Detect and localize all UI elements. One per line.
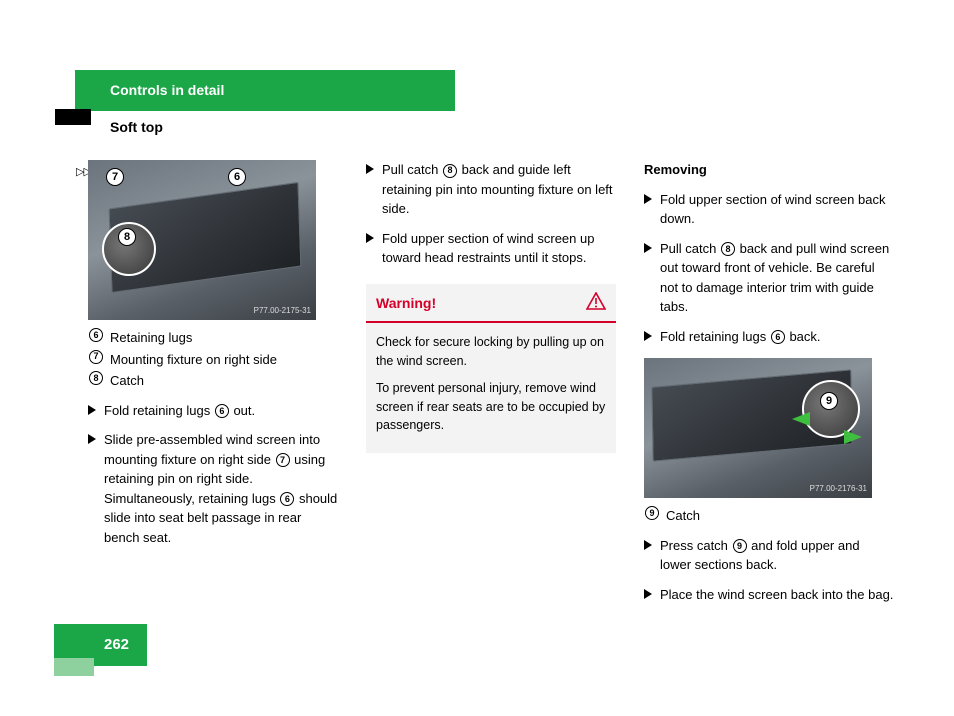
step-text: Fold retaining lugs 6 back. <box>660 327 894 347</box>
step-text: Fold upper section of wind screen up tow… <box>382 229 616 268</box>
warning-text-2: To prevent personal injury, remove wind … <box>376 379 606 435</box>
step-text: Slide pre-assembled wind screen into mou… <box>104 430 338 547</box>
step-text: Pull catch 8 back and pull wind screen o… <box>660 239 894 317</box>
callout-9: 9 <box>820 392 838 410</box>
step-text: Fold upper section of wind screen back d… <box>660 190 894 229</box>
bullet-icon <box>644 194 652 204</box>
page-footer: 262 <box>54 624 147 667</box>
page-header: Controls in detail Soft top <box>75 70 455 138</box>
step-text: Press catch 9 and fold upper and lower s… <box>660 536 894 575</box>
arrow-icon <box>792 412 810 426</box>
instruction-step: Fold retaining lugs 6 out. <box>88 401 338 421</box>
warning-text-1: Check for secure locking by pulling up o… <box>376 333 606 371</box>
callout-8: 8 <box>118 228 136 246</box>
bullet-icon <box>366 164 374 174</box>
legend-text: Catch <box>110 371 144 391</box>
figure-code-2: P77.00-2176-31 <box>810 483 867 495</box>
footer-accent <box>54 658 94 676</box>
warning-body: Check for secure locking by pulling up o… <box>366 323 616 453</box>
section-subtitle: Soft top <box>110 117 455 138</box>
black-tab <box>55 109 91 125</box>
instruction-step: Fold retaining lugs 6 back. <box>644 327 894 347</box>
legend-item: 9 Catch <box>644 506 894 526</box>
instruction-step: Pull catch 8 back and guide left retaini… <box>366 160 616 219</box>
figure-2: 9 P77.00-2176-31 <box>644 358 872 498</box>
step-text: Place the wind screen back into the bag. <box>660 585 894 605</box>
instruction-step: Place the wind screen back into the bag. <box>644 585 894 605</box>
instruction-step: Pull catch 8 back and pull wind screen o… <box>644 239 894 317</box>
callout-6: 6 <box>228 168 246 186</box>
column-3: Removing Fold upper section of wind scre… <box>644 160 894 604</box>
legend-text: Catch <box>666 506 700 526</box>
arrow-icon <box>844 430 862 444</box>
step-text: Fold retaining lugs 6 out. <box>104 401 338 421</box>
bullet-icon <box>88 434 96 444</box>
legend-num: 9 <box>645 506 659 520</box>
legend-item: 7 Mounting fixture on right side <box>88 350 338 370</box>
chapter-title: Controls in detail <box>75 70 455 111</box>
warning-icon <box>586 292 606 316</box>
removing-heading: Removing <box>644 160 894 180</box>
legend-num: 6 <box>89 328 103 342</box>
bullet-icon <box>366 233 374 243</box>
instruction-step: Press catch 9 and fold upper and lower s… <box>644 536 894 575</box>
instruction-step: Fold upper section of wind screen back d… <box>644 190 894 229</box>
bullet-icon <box>644 589 652 599</box>
legend-text: Retaining lugs <box>110 328 192 348</box>
callout-7: 7 <box>106 168 124 186</box>
bullet-icon <box>88 405 96 415</box>
legend-item: 6 Retaining lugs <box>88 328 338 348</box>
bullet-icon <box>644 243 652 253</box>
instruction-step: Fold upper section of wind screen up tow… <box>366 229 616 268</box>
warning-box: Warning! Check for secure locking by pul… <box>366 284 616 454</box>
legend-num: 8 <box>89 371 103 385</box>
legend-text: Mounting fixture on right side <box>110 350 277 370</box>
warning-header: Warning! <box>366 284 616 324</box>
instruction-step: Slide pre-assembled wind screen into mou… <box>88 430 338 547</box>
step-text: Pull catch 8 back and guide left retaini… <box>382 160 616 219</box>
figure-code-1: P77.00-2175-31 <box>254 305 311 317</box>
legend-item: 8 Catch <box>88 371 338 391</box>
column-1: ▷▷ 7 6 8 P77.00-2175-31 6 Retaining lugs… <box>88 160 338 604</box>
content-columns: ▷▷ 7 6 8 P77.00-2175-31 6 Retaining lugs… <box>88 160 898 604</box>
legend-num: 7 <box>89 350 103 364</box>
warning-title: Warning! <box>376 293 436 314</box>
column-2: Pull catch 8 back and guide left retaini… <box>366 160 616 604</box>
bullet-icon <box>644 540 652 550</box>
figure-1: 7 6 8 P77.00-2175-31 <box>88 160 316 320</box>
bullet-icon <box>644 331 652 341</box>
